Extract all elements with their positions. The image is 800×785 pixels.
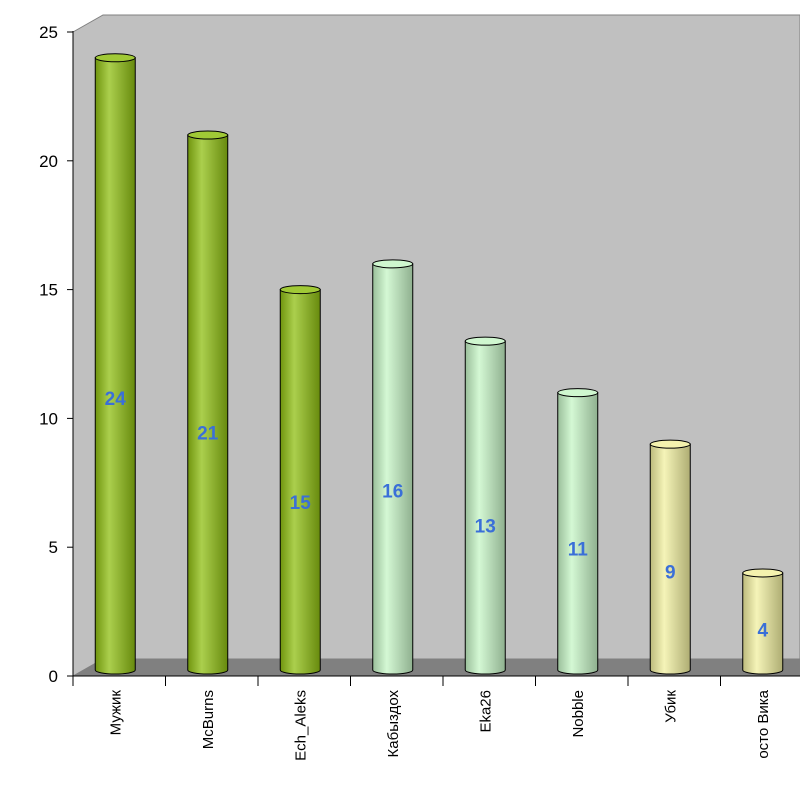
bar-body <box>372 263 414 675</box>
bar-top <box>649 439 691 449</box>
y-tick-label: 5 <box>49 538 58 557</box>
bar-4: 16 <box>372 259 414 675</box>
bar-value-label: 15 <box>290 493 312 514</box>
y-tick-label: 10 <box>39 409 58 428</box>
bar-8: 4 <box>742 568 784 675</box>
y-axis-ticks: 0 5 10 15 20 25 <box>39 23 73 686</box>
bar-value-label: 16 <box>382 482 403 503</box>
bar-body <box>279 289 321 675</box>
bar-body <box>94 57 136 675</box>
bar-6: 11 <box>557 388 599 675</box>
y-tick-label: 15 <box>39 281 58 300</box>
y-tick-label: 0 <box>49 667 58 686</box>
x-tick-label: Eka26 <box>477 690 494 733</box>
bar-5: 13 <box>464 336 506 675</box>
bar-body <box>742 572 784 675</box>
bar-top <box>464 336 506 346</box>
bar-value-label: 11 <box>568 539 589 560</box>
chart-back-wall <box>72 14 800 677</box>
bar-body <box>557 392 599 675</box>
bar-top <box>187 130 229 140</box>
x-tick-label: осто Вика <box>755 689 772 758</box>
x-tick-label: Убик <box>662 690 679 723</box>
bar-3: 15 <box>279 285 321 675</box>
x-tick-label: Мужик <box>107 690 124 736</box>
bars-group: 24 21 15 16 13 11 9 4 <box>94 53 784 675</box>
bar-value-label: 4 <box>757 621 768 642</box>
bar-2: 21 <box>187 130 229 675</box>
bar-value-label: 24 <box>105 389 127 410</box>
x-tick-label: Ech_Aleks <box>292 690 309 761</box>
bar-top <box>557 388 599 398</box>
plot-back-wall <box>72 14 800 677</box>
y-tick-label: 25 <box>39 23 58 42</box>
bar-body <box>187 134 229 675</box>
x-tick-label: McBurns <box>200 690 217 749</box>
bar-top <box>372 259 414 269</box>
x-axis-ticks: Мужик McBurns Ech_Aleks Кабыздох Eka26 Nobble… <box>72 676 772 761</box>
bar-value-label: 9 <box>665 563 676 584</box>
x-tick-label: Кабыздох <box>385 690 402 758</box>
chart-axes <box>72 31 800 677</box>
bar-top <box>742 568 784 578</box>
bar-value-label: 21 <box>197 424 219 445</box>
bar-top <box>94 53 136 63</box>
y-tick-label: 20 <box>39 152 58 171</box>
plot-floor <box>73 659 800 676</box>
bar-body <box>649 443 691 675</box>
bar-value-label: 13 <box>475 516 496 537</box>
bar-top <box>279 285 321 295</box>
bar-body <box>464 340 506 675</box>
bar-1: 24 <box>94 53 136 675</box>
bar-7: 9 <box>649 439 691 675</box>
x-tick-label: Nobble <box>570 690 587 738</box>
